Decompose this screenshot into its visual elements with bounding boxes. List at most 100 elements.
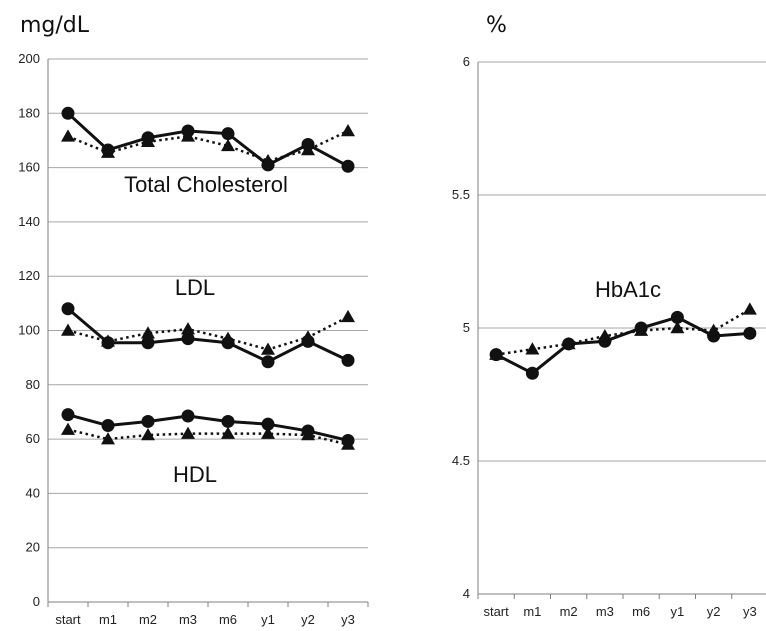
triangle-marker — [101, 432, 115, 445]
triangle-marker — [261, 426, 275, 439]
triangle-marker — [181, 322, 195, 335]
x-tick-label: m3 — [596, 604, 614, 619]
triangle-marker — [261, 153, 275, 167]
series-group-hba1c: HbA1c — [489, 277, 757, 380]
circle-marker — [261, 417, 275, 431]
triangle-marker — [141, 326, 155, 339]
circle-marker — [743, 326, 757, 340]
triangle-marker — [221, 138, 235, 152]
triangle-marker — [634, 323, 649, 336]
x-tick-label: start — [55, 612, 81, 627]
series-line-solid — [495, 315, 750, 375]
y-tick-label: 80 — [26, 377, 40, 392]
x-tick-label: m1 — [99, 612, 117, 627]
circle-marker — [141, 336, 155, 350]
x-tick-label: m1 — [523, 604, 541, 619]
x-tick-label: y2 — [301, 612, 315, 627]
triangle-marker — [489, 347, 504, 360]
circle-marker — [181, 409, 195, 423]
triangle-marker — [141, 134, 155, 148]
x-tick-label: m6 — [632, 604, 650, 619]
series-annotation: Total Cholesterol — [124, 172, 288, 197]
triangle-marker — [561, 336, 576, 350]
x-tick-label: y2 — [707, 604, 721, 619]
x-tick-label: y1 — [671, 604, 685, 619]
circle-marker — [341, 159, 355, 173]
triangle-marker — [101, 334, 115, 347]
triangle-marker — [61, 129, 75, 142]
y-tick-label: 4 — [463, 586, 470, 601]
y-tick-label: 40 — [26, 485, 40, 500]
y-tick-label: 0 — [33, 594, 40, 609]
circle-marker — [61, 302, 75, 316]
y-tick-label: 6 — [463, 54, 470, 69]
circle-marker — [341, 353, 355, 367]
circle-marker — [670, 310, 684, 324]
unit-label: % — [486, 13, 507, 38]
y-tick-label: 120 — [18, 268, 40, 283]
circle-marker — [181, 332, 195, 346]
triangle-marker — [597, 328, 612, 342]
triangle-marker — [301, 330, 315, 343]
y-tick-label: 20 — [26, 540, 40, 555]
triangle-marker — [341, 437, 355, 450]
series-group-hdl: HDL — [61, 408, 355, 487]
y-tick-label: 200 — [18, 51, 40, 66]
x-tick-label: m2 — [139, 612, 157, 627]
y-tick-label: 100 — [18, 323, 40, 338]
circle-marker — [61, 408, 75, 422]
y-tick-label: 60 — [26, 431, 40, 446]
triangle-marker — [221, 331, 235, 344]
chart-panel-2: % 4 4.5 5 5.5 6 start m1 m2 m3 m6 y1 y2 y3 HbA1c — [452, 13, 766, 619]
circle-marker — [61, 106, 75, 120]
x-tick-label: y3 — [743, 604, 757, 619]
circle-marker — [261, 355, 275, 369]
triangle-marker — [61, 323, 75, 336]
series-group-total-cholesterol: Total Cholesterol — [61, 106, 355, 197]
triangle-marker — [261, 342, 275, 355]
triangle-marker — [221, 426, 235, 439]
triangle-marker — [181, 426, 195, 439]
triangle-marker — [742, 302, 757, 315]
triangle-marker — [670, 321, 685, 334]
series-annotation: HbA1c — [595, 277, 661, 302]
series-line-solid — [67, 413, 349, 442]
triangle-marker — [61, 422, 75, 435]
unit-label: mg/dL — [20, 13, 90, 38]
triangle-marker — [341, 309, 355, 323]
y-tick-label: 5.5 — [452, 187, 470, 202]
series-line-dotted — [67, 129, 349, 163]
y-tick-label: 180 — [18, 105, 40, 120]
triangle-marker — [181, 129, 195, 142]
series-annotation: HDL — [173, 462, 217, 487]
y-tick-label: 140 — [18, 214, 40, 229]
circle-marker — [525, 366, 539, 380]
triangle-marker — [341, 123, 355, 137]
series-group-ldl: LDL — [61, 275, 355, 369]
series-line-solid — [66, 112, 349, 168]
series-line-dotted — [67, 428, 349, 446]
chart-panel-1: mg/dL 0 20 40 60 80 100 120 140 160 180 200 start m1 m… — [18, 13, 369, 627]
circle-marker — [141, 414, 155, 428]
triangle-marker — [101, 145, 115, 158]
circle-marker — [221, 127, 235, 141]
circle-marker — [101, 419, 115, 433]
series-line-dotted — [67, 315, 349, 351]
y-tick-label: 4.5 — [452, 453, 470, 468]
triangle-marker — [301, 142, 315, 156]
triangle-marker — [706, 323, 721, 336]
series-annotation: LDL — [175, 275, 215, 300]
x-tick-label: m3 — [179, 612, 197, 627]
series-line-dotted — [495, 308, 751, 356]
circle-marker — [221, 414, 235, 428]
triangle-marker — [301, 428, 315, 441]
y-tick-label: 5 — [463, 320, 470, 335]
y-tick-label: 160 — [18, 160, 40, 175]
x-tick-label: start — [483, 604, 509, 619]
triangle-marker — [141, 428, 155, 441]
x-tick-label: m2 — [560, 604, 578, 619]
x-tick-label: m6 — [219, 612, 237, 627]
triangle-marker — [525, 342, 540, 355]
series-line-solid — [67, 307, 349, 364]
